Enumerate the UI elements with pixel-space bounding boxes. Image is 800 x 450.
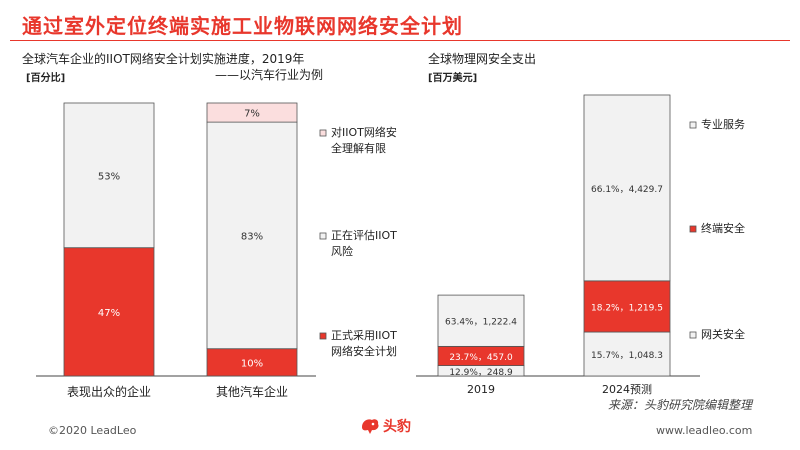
right-bar-label: 18.2%，1,219.5 bbox=[591, 303, 663, 313]
left-legend-label: 正在评估IIOT bbox=[331, 229, 397, 242]
left-chart-unit: [百分比] bbox=[26, 73, 66, 84]
left-bar-segment bbox=[206, 348, 298, 377]
title-divider bbox=[10, 40, 790, 41]
right-bar-segment bbox=[437, 294, 525, 347]
left-bar-segment bbox=[206, 121, 298, 350]
right-bar-label: 12.9%，248.9 bbox=[449, 368, 513, 378]
left-chart-title: 全球汽车企业的IIOT网络安全计划实施进度，2019年 bbox=[22, 52, 305, 66]
right-chart-unit: [百万美元] bbox=[428, 73, 478, 84]
left-chart-subtitle: ——以汽车行业为例 bbox=[215, 68, 324, 82]
left-category-label: 其他汽车企业 bbox=[216, 384, 288, 399]
right-bar-label: 66.1%，4,429.7 bbox=[591, 185, 663, 195]
right-bar-label: 63.4%，1,222.4 bbox=[445, 318, 517, 328]
left-bar-label: 47% bbox=[98, 308, 120, 319]
right-bar-segment bbox=[583, 331, 671, 377]
leadleo-logo: 头豹 bbox=[360, 416, 411, 436]
left-legend-swatch bbox=[319, 232, 327, 240]
right-bar-segment bbox=[583, 280, 671, 333]
left-legend-swatch bbox=[319, 129, 327, 137]
right-legend-swatch bbox=[689, 121, 697, 129]
right-legend-swatch bbox=[689, 331, 697, 339]
right-bar-label: 15.7%，1,048.3 bbox=[591, 351, 663, 361]
right-bar-segment bbox=[583, 94, 671, 282]
right-legend-swatch bbox=[689, 225, 697, 233]
source-note: 来源：头豹研究院编辑整理 bbox=[608, 398, 753, 412]
right-category-label: 2024预测 bbox=[602, 383, 652, 396]
left-category-label: 表现出众的企业 bbox=[67, 384, 151, 399]
left-bar-segment bbox=[63, 102, 155, 249]
left-legend-swatch bbox=[319, 332, 327, 340]
left-bar-label: 7% bbox=[244, 109, 260, 120]
page-title: 通过室外定位终端实施工业物联网网络安全计划 bbox=[22, 14, 463, 38]
left-bar-label: 83% bbox=[241, 231, 263, 242]
left-legend-label: 对IIOT网络安 bbox=[331, 125, 397, 139]
left-legend-label: 全理解有限 bbox=[331, 141, 386, 155]
right-bar-label: 23.7%，457.0 bbox=[449, 353, 513, 363]
right-chart-title: 全球物理网安全支出 bbox=[428, 52, 537, 66]
left-bar-label: 10% bbox=[241, 358, 263, 369]
right-legend-label: 终端安全 bbox=[701, 221, 745, 235]
website-link[interactable]: www.leadleo.com bbox=[656, 424, 753, 437]
right-legend-label: 网关安全 bbox=[701, 327, 745, 341]
copyright: ©2020 LeadLeo bbox=[48, 424, 137, 437]
right-legend-label: 专业服务 bbox=[701, 117, 745, 131]
left-legend-label: 网络安全计划 bbox=[331, 344, 397, 358]
left-legend-label: 风险 bbox=[331, 244, 353, 258]
leopard-icon bbox=[362, 419, 379, 434]
right-category-label: 2019 bbox=[467, 383, 495, 396]
logo-text: 头豹 bbox=[383, 419, 411, 435]
left-legend-label: 正式采用IIOT bbox=[331, 329, 397, 342]
left-bar-segment bbox=[206, 102, 298, 123]
left-bar-label: 53% bbox=[98, 171, 120, 182]
